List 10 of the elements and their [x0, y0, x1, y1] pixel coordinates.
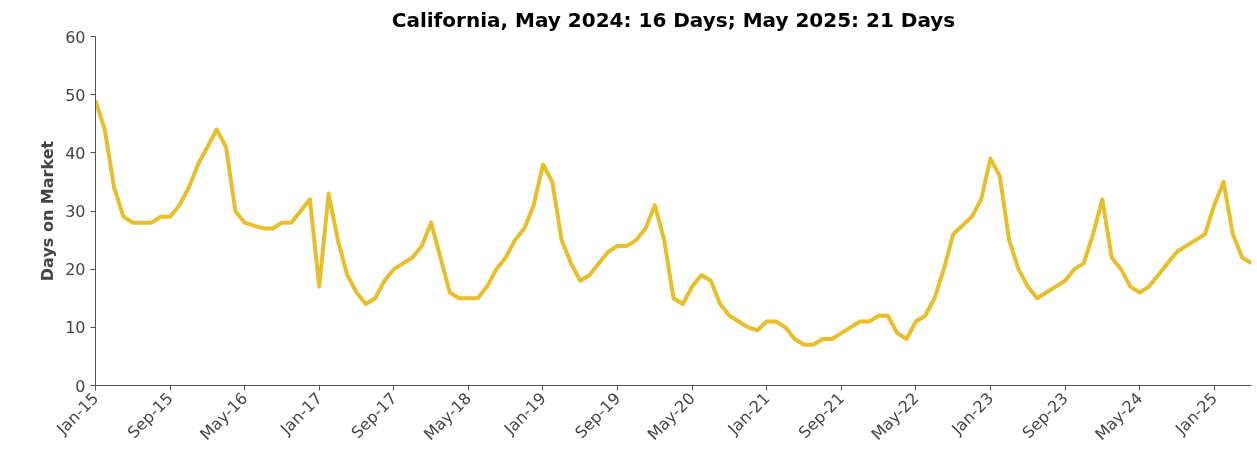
- y-tick-label: 0: [75, 376, 86, 396]
- y-tick-label: 20: [65, 260, 86, 280]
- y-tick-label: 10: [65, 318, 86, 338]
- chart-title: California, May 2024: 16 Days; May 2025: 21 Days: [391, 7, 956, 32]
- y-tick-label: 50: [65, 85, 86, 105]
- y-axis-title: Days on Market: [38, 140, 58, 282]
- y-tick-label: 30: [65, 202, 86, 221]
- y-tick-label: 40: [65, 143, 86, 163]
- line-series: [95, 98, 1252, 347]
- y-tick-label: 60: [65, 27, 86, 47]
